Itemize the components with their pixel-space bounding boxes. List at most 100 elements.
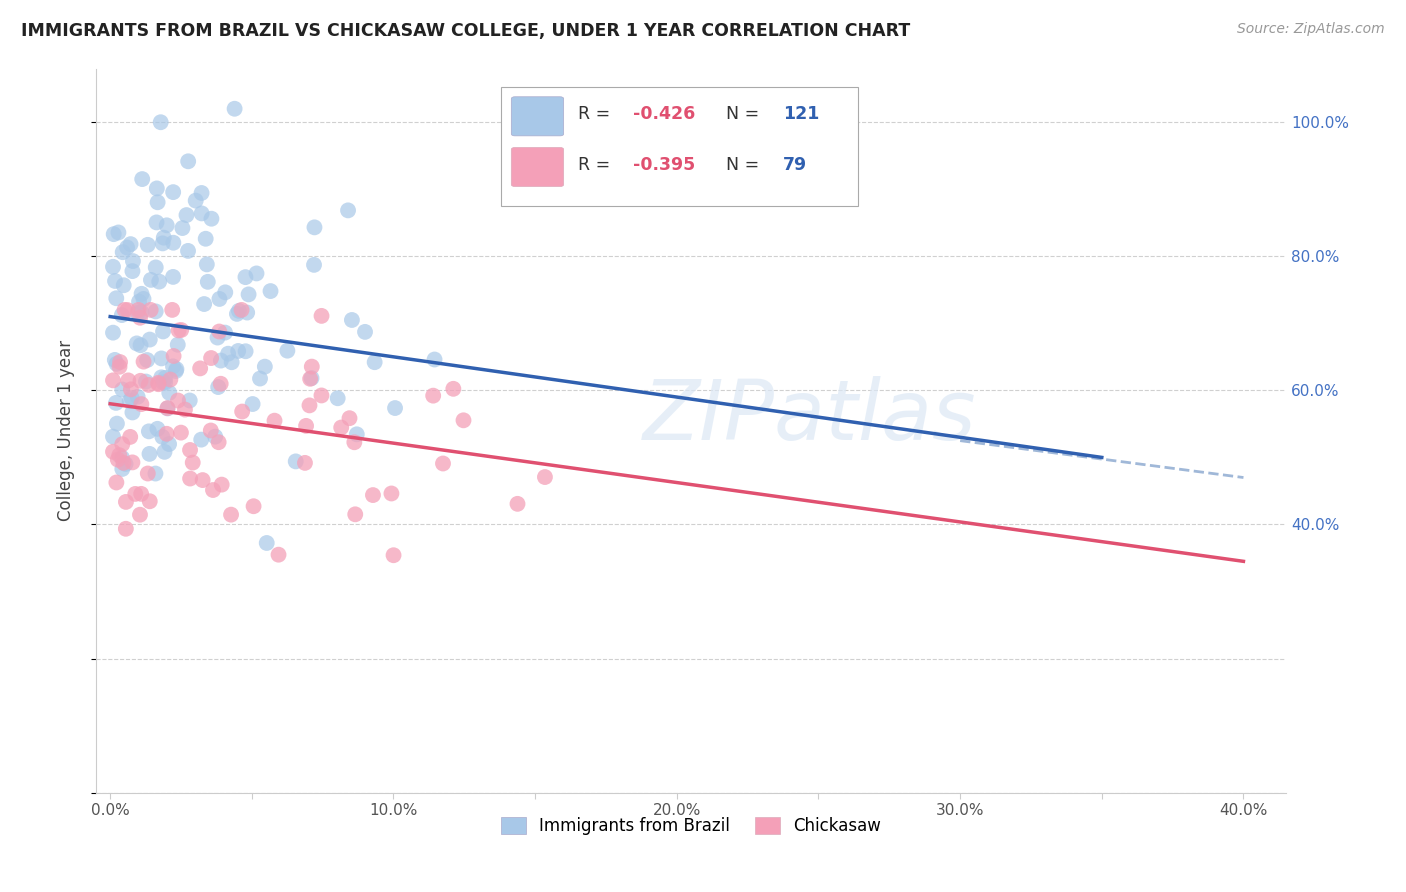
Point [105,357,128,371]
Point [112,456,135,470]
Point [101,373,124,387]
Point [107,452,129,467]
Point [145,260,167,275]
Point [162,349,184,363]
Point [131,305,153,319]
Point [101,326,124,340]
Point [267,548,290,562]
Point [108,355,131,369]
Point [121,405,143,419]
Text: -0.426: -0.426 [633,105,695,123]
Point [122,254,145,268]
Point [114,302,136,317]
Point [146,195,169,210]
Point [111,383,134,397]
Point [208,325,231,339]
Point [242,397,264,411]
Point [172,221,194,235]
Point [304,220,326,235]
Point [104,352,127,367]
Point [176,208,198,222]
Point [124,487,146,501]
Point [256,536,278,550]
Point [111,308,134,322]
Point [114,457,136,471]
Text: 121: 121 [783,105,818,123]
Point [181,456,204,470]
Point [156,401,179,416]
Point [200,424,222,438]
Text: ZIPatlas: ZIPatlas [643,376,977,457]
Point [120,430,142,444]
Point [177,154,200,169]
Point [423,352,446,367]
FancyBboxPatch shape [512,96,564,136]
Point [132,354,155,368]
Point [200,211,222,226]
Text: R =: R = [578,105,616,123]
Point [191,473,214,487]
Point [195,257,218,271]
Point [139,302,162,317]
Point [330,420,353,434]
Text: R =: R = [578,156,616,174]
Point [299,372,322,386]
FancyBboxPatch shape [501,87,858,206]
Point [217,347,239,361]
Point [155,371,177,385]
Point [152,430,174,444]
Point [138,425,160,439]
Point [221,355,243,369]
FancyBboxPatch shape [512,147,564,186]
Point [295,418,318,433]
Point [311,388,333,402]
Point [105,417,128,431]
Text: N =: N = [714,105,765,123]
Point [129,338,152,352]
Point [120,382,142,396]
Point [111,462,134,476]
Point [165,362,187,376]
Point [157,437,180,451]
Point [145,467,167,481]
Point [170,323,193,337]
Point [135,375,157,389]
Point [354,325,377,339]
Point [131,172,153,186]
Point [125,336,148,351]
Point [127,306,149,320]
Point [101,430,124,444]
Legend: Immigrants from Brazil, Chickasaw: Immigrants from Brazil, Chickasaw [501,817,882,835]
Point [361,488,384,502]
Point [112,278,135,293]
Point [150,370,173,384]
Point [111,245,134,260]
Point [101,260,124,274]
Point [162,185,184,199]
Point [150,351,173,366]
Point [194,232,217,246]
Point [156,219,179,233]
Point [238,287,260,301]
Point [231,302,253,317]
Point [159,373,181,387]
Point [127,302,149,317]
Point [284,454,307,468]
Point [343,435,366,450]
Point [228,303,250,318]
Point [127,390,149,404]
Point [326,391,349,405]
Point [184,194,207,208]
Point [131,286,153,301]
Point [298,398,321,412]
Point [136,353,159,368]
Point [340,313,363,327]
Point [253,359,276,374]
Point [108,448,131,462]
Point [118,393,141,408]
Point [170,425,193,440]
Point [149,115,172,129]
Point [214,285,236,300]
Point [136,237,159,252]
Point [115,240,138,254]
